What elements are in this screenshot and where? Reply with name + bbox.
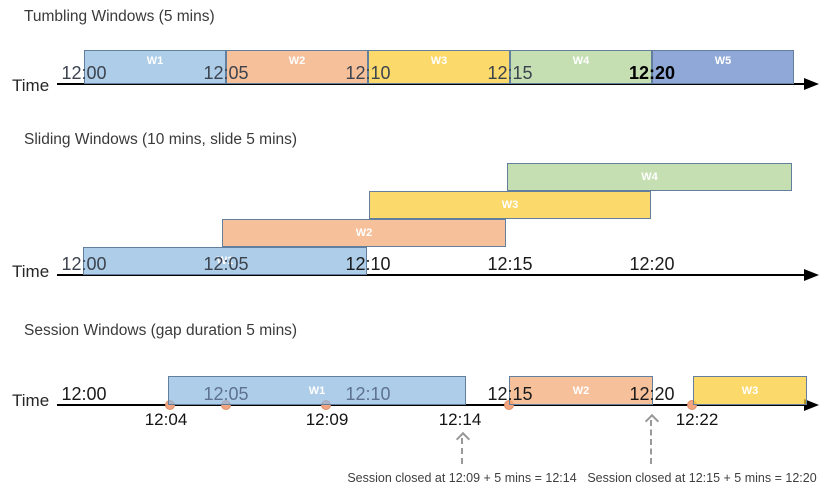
window-label: W1 bbox=[146, 55, 164, 67]
tumbling-time-axis bbox=[57, 83, 805, 85]
up-arrow-icon bbox=[644, 413, 660, 429]
session-time-axis bbox=[57, 404, 805, 406]
window-close-label-1214: 12:14 bbox=[438, 410, 482, 429]
tumbling-tick-1205: 12:05 bbox=[203, 63, 249, 83]
sliding-tick-1220: 12:20 bbox=[629, 254, 675, 274]
session-section-title: Session Windows (gap duration 5 mins) bbox=[24, 322, 298, 339]
window-label: W3 bbox=[430, 55, 448, 67]
session-time-axis-label: Time bbox=[12, 391, 50, 410]
window-label: W1 bbox=[216, 255, 234, 267]
window-label: W5 bbox=[714, 55, 732, 67]
window-label: W3 bbox=[741, 384, 759, 397]
window-label: W4 bbox=[641, 171, 658, 183]
window-label: W2 bbox=[572, 384, 590, 397]
tumbling-tick-1210: 12:10 bbox=[345, 63, 391, 83]
sliding-tick-1200: 12:00 bbox=[61, 254, 107, 274]
window-label: W2 bbox=[288, 55, 306, 67]
event-time-label-1204: 12:04 bbox=[144, 410, 188, 429]
sliding-window-w4: W4 bbox=[507, 163, 792, 191]
sliding-window-w2: W2 bbox=[222, 219, 506, 247]
sliding-section-title: Sliding Windows (10 mins, slide 5 mins) bbox=[24, 131, 298, 148]
tumbling-axis-arrow-icon bbox=[804, 78, 819, 90]
tumbling-window-w2: W2 bbox=[226, 50, 368, 84]
window-label: W1 bbox=[308, 384, 326, 397]
dashed-arrow-line bbox=[461, 438, 463, 464]
session-window-w2: W2 bbox=[509, 376, 653, 405]
window-label: W3 bbox=[501, 199, 519, 211]
tumbling-window-w3: W3 bbox=[368, 50, 510, 84]
session-window-w3: W3 bbox=[693, 376, 807, 405]
sliding-window-w1: W1 bbox=[83, 247, 367, 275]
dashed-arrow-line bbox=[650, 420, 652, 464]
session-tick-1215: 12:15 bbox=[487, 384, 533, 404]
session-close-annotation-1: Session closed at 12:09 + 5 mins = 12:14 bbox=[347, 471, 577, 485]
tumbling-window-w1: W1 bbox=[84, 50, 226, 84]
up-arrow-icon bbox=[455, 431, 471, 447]
sliding-time-axis-label: Time bbox=[12, 262, 50, 281]
event-time-label-1222: 12:22 bbox=[675, 410, 719, 429]
session-tick-1205: 12:05 bbox=[203, 384, 249, 404]
session-axis-arrow-icon bbox=[804, 399, 819, 411]
window-label: W2 bbox=[355, 227, 373, 239]
sliding-axis-arrow-icon bbox=[804, 269, 819, 281]
tumbling-time-axis-label: Time bbox=[12, 76, 50, 95]
event-dot-1222 bbox=[687, 400, 697, 410]
session-tick-1220: 12:20 bbox=[629, 384, 675, 404]
sliding-window-w3: W3 bbox=[369, 191, 651, 219]
session-tick-1200: 12:00 bbox=[61, 384, 107, 404]
tumbling-window-w5: W5 bbox=[652, 50, 794, 84]
sliding-tick-1205: 12:05 bbox=[203, 254, 249, 274]
session-tick-1210: 12:10 bbox=[345, 384, 391, 404]
tumbling-tick-1220: 12:20 bbox=[628, 63, 676, 83]
event-time-label-1209: 12:09 bbox=[305, 410, 349, 429]
session-close-annotation-2: Session closed at 12:15 + 5 mins = 12:20 bbox=[587, 471, 817, 485]
sliding-tick-1210: 12:10 bbox=[345, 254, 391, 274]
sliding-time-axis bbox=[57, 274, 805, 276]
tumbling-window-w4: W4 bbox=[510, 50, 652, 84]
tumbling-tick-1215: 12:15 bbox=[487, 63, 533, 83]
window-label: W4 bbox=[572, 55, 590, 67]
session-window-w1: W1 bbox=[168, 376, 466, 405]
sliding-tick-1215: 12:15 bbox=[487, 254, 533, 274]
tumbling-section-title: Tumbling Windows (5 mins) bbox=[24, 8, 215, 25]
tumbling-tick-1200: 12:00 bbox=[61, 63, 107, 83]
